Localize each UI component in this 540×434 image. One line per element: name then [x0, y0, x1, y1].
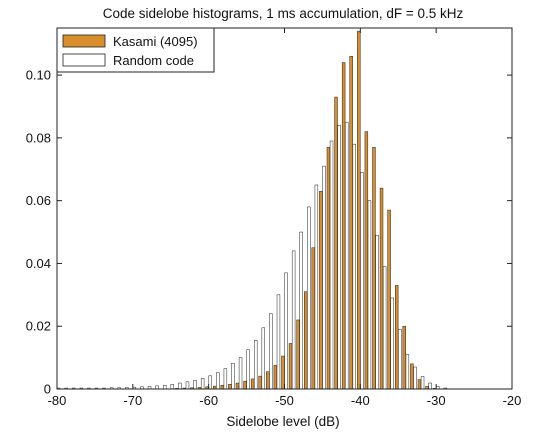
bar-kasami-m38	[372, 147, 376, 390]
bar-kasami-m45	[319, 190, 323, 390]
bar-random-m58	[223, 368, 228, 390]
bar-kasami-m56	[235, 382, 240, 390]
bar-kasami-m35	[395, 285, 399, 390]
y-tick-label: 0.02	[26, 319, 51, 334]
bar-random-m55	[246, 349, 250, 390]
bar-random-m61	[200, 378, 205, 390]
bar-random-m33	[413, 366, 417, 390]
legend-swatch-random	[62, 53, 106, 67]
bar-random-m43	[337, 125, 341, 390]
bar-random-m38	[375, 234, 379, 390]
bar-kasami-m37	[379, 187, 384, 390]
bar-random-m53	[261, 327, 266, 390]
bar-kasami-m47	[304, 291, 308, 390]
bar-kasami-m32	[417, 379, 422, 390]
bar-random-m49	[291, 250, 296, 390]
bar-random-m56	[238, 357, 243, 390]
bar-kasami-m54	[250, 378, 255, 390]
bar-random-m48	[299, 231, 303, 390]
bar-random-m31	[428, 382, 432, 390]
bar-kasami-m41	[349, 56, 353, 390]
bar-random-m32	[420, 376, 425, 390]
x-tick-label: -40	[351, 393, 370, 408]
bar-random-m41	[352, 143, 357, 390]
bar-kasami-m39	[364, 131, 369, 390]
bar-kasami-m50	[281, 355, 285, 390]
legend-label-random: Random code	[113, 53, 194, 68]
legend-label-kasami: Kasami (4095)	[113, 34, 198, 49]
bar-random-m57	[231, 363, 235, 390]
bar-random-m40	[360, 172, 364, 390]
x-axis-label: Sidelobe level (dB)	[226, 414, 339, 429]
bar-random-m54	[254, 340, 258, 390]
bar-random-m37	[382, 266, 387, 390]
bar-kasami-m52	[266, 371, 270, 390]
bar-kasami-m36	[387, 209, 391, 390]
bar-random-m63	[185, 381, 190, 390]
legend: Kasami (4095) Random code	[56, 27, 215, 73]
bar-kasami-m49	[288, 343, 293, 390]
bar-random-m42	[345, 121, 349, 390]
bar-random-m64	[178, 382, 182, 390]
bar-kasami-m46	[311, 247, 315, 390]
bar-random-m45	[322, 165, 326, 390]
bar-random-m46	[314, 184, 319, 390]
legend-swatch-kasami	[62, 34, 106, 48]
bar-random-m36	[390, 297, 394, 390]
bar-kasami-m57	[228, 384, 232, 390]
bar-random-m35	[398, 329, 402, 390]
bar-random-m65	[170, 384, 175, 390]
bar-random-m51	[276, 294, 281, 390]
bar-random-m52	[269, 313, 273, 390]
bar-random-m66	[163, 384, 167, 390]
y-tick-label: 0.08	[26, 130, 51, 145]
bar-kasami-m42	[341, 62, 346, 390]
x-tick-label: -60	[199, 393, 218, 408]
bar-kasami-m43	[334, 96, 338, 390]
y-tick-label: 0.06	[26, 193, 51, 208]
bar-kasami-m51	[273, 365, 278, 390]
y-tick-label: 0.10	[26, 68, 51, 83]
x-tick-label: -70	[123, 393, 142, 408]
bar-kasami-m53	[258, 375, 262, 390]
bar-kasami-m48	[296, 319, 300, 390]
x-tick-label: -30	[427, 393, 446, 408]
x-tick-label: -80	[48, 393, 67, 408]
bar-kasami-m33	[410, 363, 414, 390]
axes-group: -80 -70 -60 -50 -40 -30 -20 0 0.02 0.04 0.06 0.08 0.…	[26, 27, 522, 408]
bar-kasami-m34	[402, 325, 406, 390]
bar-kasami-m44	[326, 147, 331, 390]
bar-kasami-m58	[220, 384, 224, 390]
bar-kasami-m55	[243, 380, 247, 390]
bar-kasami-m40	[357, 30, 361, 390]
chart-title: Code sidelobe histograms, 1 ms accumulat…	[103, 6, 464, 21]
y-tick-label: 0.04	[26, 256, 51, 271]
x-tick-label: -20	[503, 393, 522, 408]
bar-random-m39	[367, 200, 372, 390]
y-tick-label: 0	[44, 382, 51, 397]
bar-random-m47	[307, 206, 311, 390]
bar-random-m60	[208, 375, 212, 390]
bar-random-m62	[193, 379, 197, 390]
bar-random-m34	[405, 354, 410, 390]
x-tick-label: -50	[275, 393, 294, 408]
bar-random-m50	[284, 272, 288, 390]
bar-random-m44	[329, 140, 334, 390]
bars-group	[56, 30, 448, 390]
bar-random-m59	[216, 372, 220, 390]
